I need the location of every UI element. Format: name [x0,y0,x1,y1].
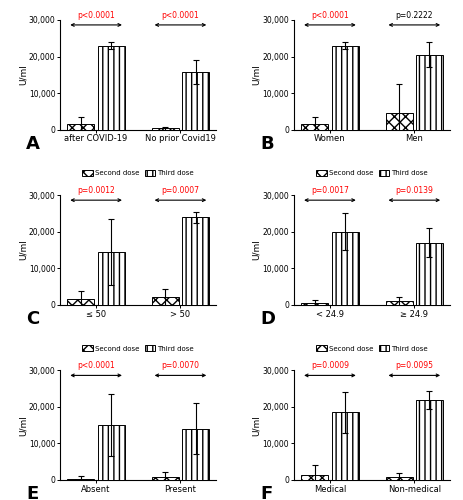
Text: E: E [26,486,38,500]
Bar [67,478,94,480]
Bar [385,477,412,480]
Y-axis label: U/ml: U/ml [18,240,27,260]
Bar [182,429,209,480]
Y-axis label: U/ml: U/ml [251,64,261,85]
Bar [98,46,125,130]
Bar [300,304,327,305]
Text: p=0.0095: p=0.0095 [394,362,432,370]
Text: p=0.0012: p=0.0012 [77,186,115,195]
Text: F: F [259,486,271,500]
Bar [415,242,442,305]
Text: p=0.0139: p=0.0139 [394,186,432,195]
Text: p<0.0001: p<0.0001 [77,11,115,20]
Bar [300,474,327,480]
Bar [182,72,209,130]
Text: A: A [26,135,40,153]
Bar [98,425,125,480]
Text: p<0.0001: p<0.0001 [161,11,199,20]
Text: p<0.0001: p<0.0001 [310,11,348,20]
Legend: Second dose, Third dose: Second dose, Third dose [82,346,194,352]
Text: p=0.0070: p=0.0070 [161,362,199,370]
Bar [385,113,412,130]
Bar [385,302,412,305]
Y-axis label: U/ml: U/ml [251,415,261,436]
Text: p=0.0009: p=0.0009 [310,362,348,370]
Text: p=0.0007: p=0.0007 [161,186,199,195]
Bar [415,400,442,480]
Bar [151,476,178,480]
Text: C: C [26,310,39,328]
Bar [67,300,94,305]
Text: p=0.2222: p=0.2222 [394,11,432,20]
Y-axis label: U/ml: U/ml [18,415,27,436]
Bar [331,412,358,480]
Bar [67,124,94,130]
Bar [331,46,358,130]
Bar [151,128,178,130]
Y-axis label: U/ml: U/ml [251,240,261,260]
Legend: Second dose, Third dose: Second dose, Third dose [316,346,427,352]
Legend: Second dose, Third dose: Second dose, Third dose [82,170,194,176]
Bar [331,232,358,305]
Bar [151,298,178,305]
Text: B: B [259,135,273,153]
Text: p=0.0017: p=0.0017 [310,186,348,195]
Bar [300,124,327,130]
Text: D: D [259,310,274,328]
Bar [415,54,442,130]
Bar [98,252,125,305]
Bar [182,217,209,305]
Text: p<0.0001: p<0.0001 [77,362,115,370]
Legend: Second dose, Third dose: Second dose, Third dose [316,170,427,176]
Y-axis label: U/ml: U/ml [18,64,27,85]
